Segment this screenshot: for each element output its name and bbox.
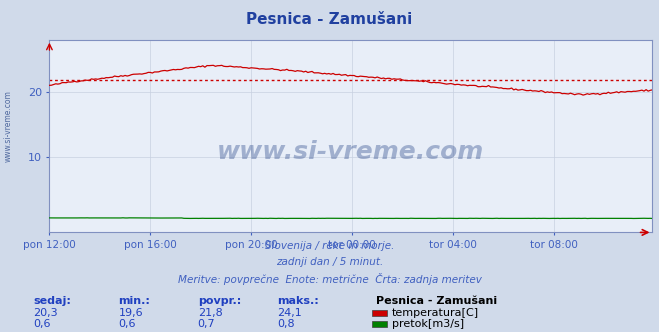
Text: pretok[m3/s]: pretok[m3/s] <box>392 319 464 329</box>
Text: maks.:: maks.: <box>277 296 318 306</box>
Text: www.si-vreme.com: www.si-vreme.com <box>217 139 484 164</box>
Text: 0,6: 0,6 <box>33 319 51 329</box>
Text: 0,8: 0,8 <box>277 319 295 329</box>
Text: 0,6: 0,6 <box>119 319 136 329</box>
Text: sedaj:: sedaj: <box>33 296 71 306</box>
Text: 19,6: 19,6 <box>119 308 143 318</box>
Text: 0,7: 0,7 <box>198 319 215 329</box>
Text: zadnji dan / 5 minut.: zadnji dan / 5 minut. <box>276 257 383 267</box>
Text: Meritve: povprečne  Enote: metrične  Črta: zadnja meritev: Meritve: povprečne Enote: metrične Črta:… <box>177 273 482 285</box>
Text: Pesnica - Zamušani: Pesnica - Zamušani <box>376 296 497 306</box>
Text: temperatura[C]: temperatura[C] <box>392 308 479 318</box>
Text: www.si-vreme.com: www.si-vreme.com <box>3 90 13 162</box>
Text: povpr.:: povpr.: <box>198 296 241 306</box>
Text: 24,1: 24,1 <box>277 308 302 318</box>
Text: 21,8: 21,8 <box>198 308 223 318</box>
Text: 20,3: 20,3 <box>33 308 57 318</box>
Text: Slovenija / reke in morje.: Slovenija / reke in morje. <box>265 241 394 251</box>
Text: Pesnica - Zamušani: Pesnica - Zamušani <box>246 12 413 27</box>
Text: min.:: min.: <box>119 296 150 306</box>
